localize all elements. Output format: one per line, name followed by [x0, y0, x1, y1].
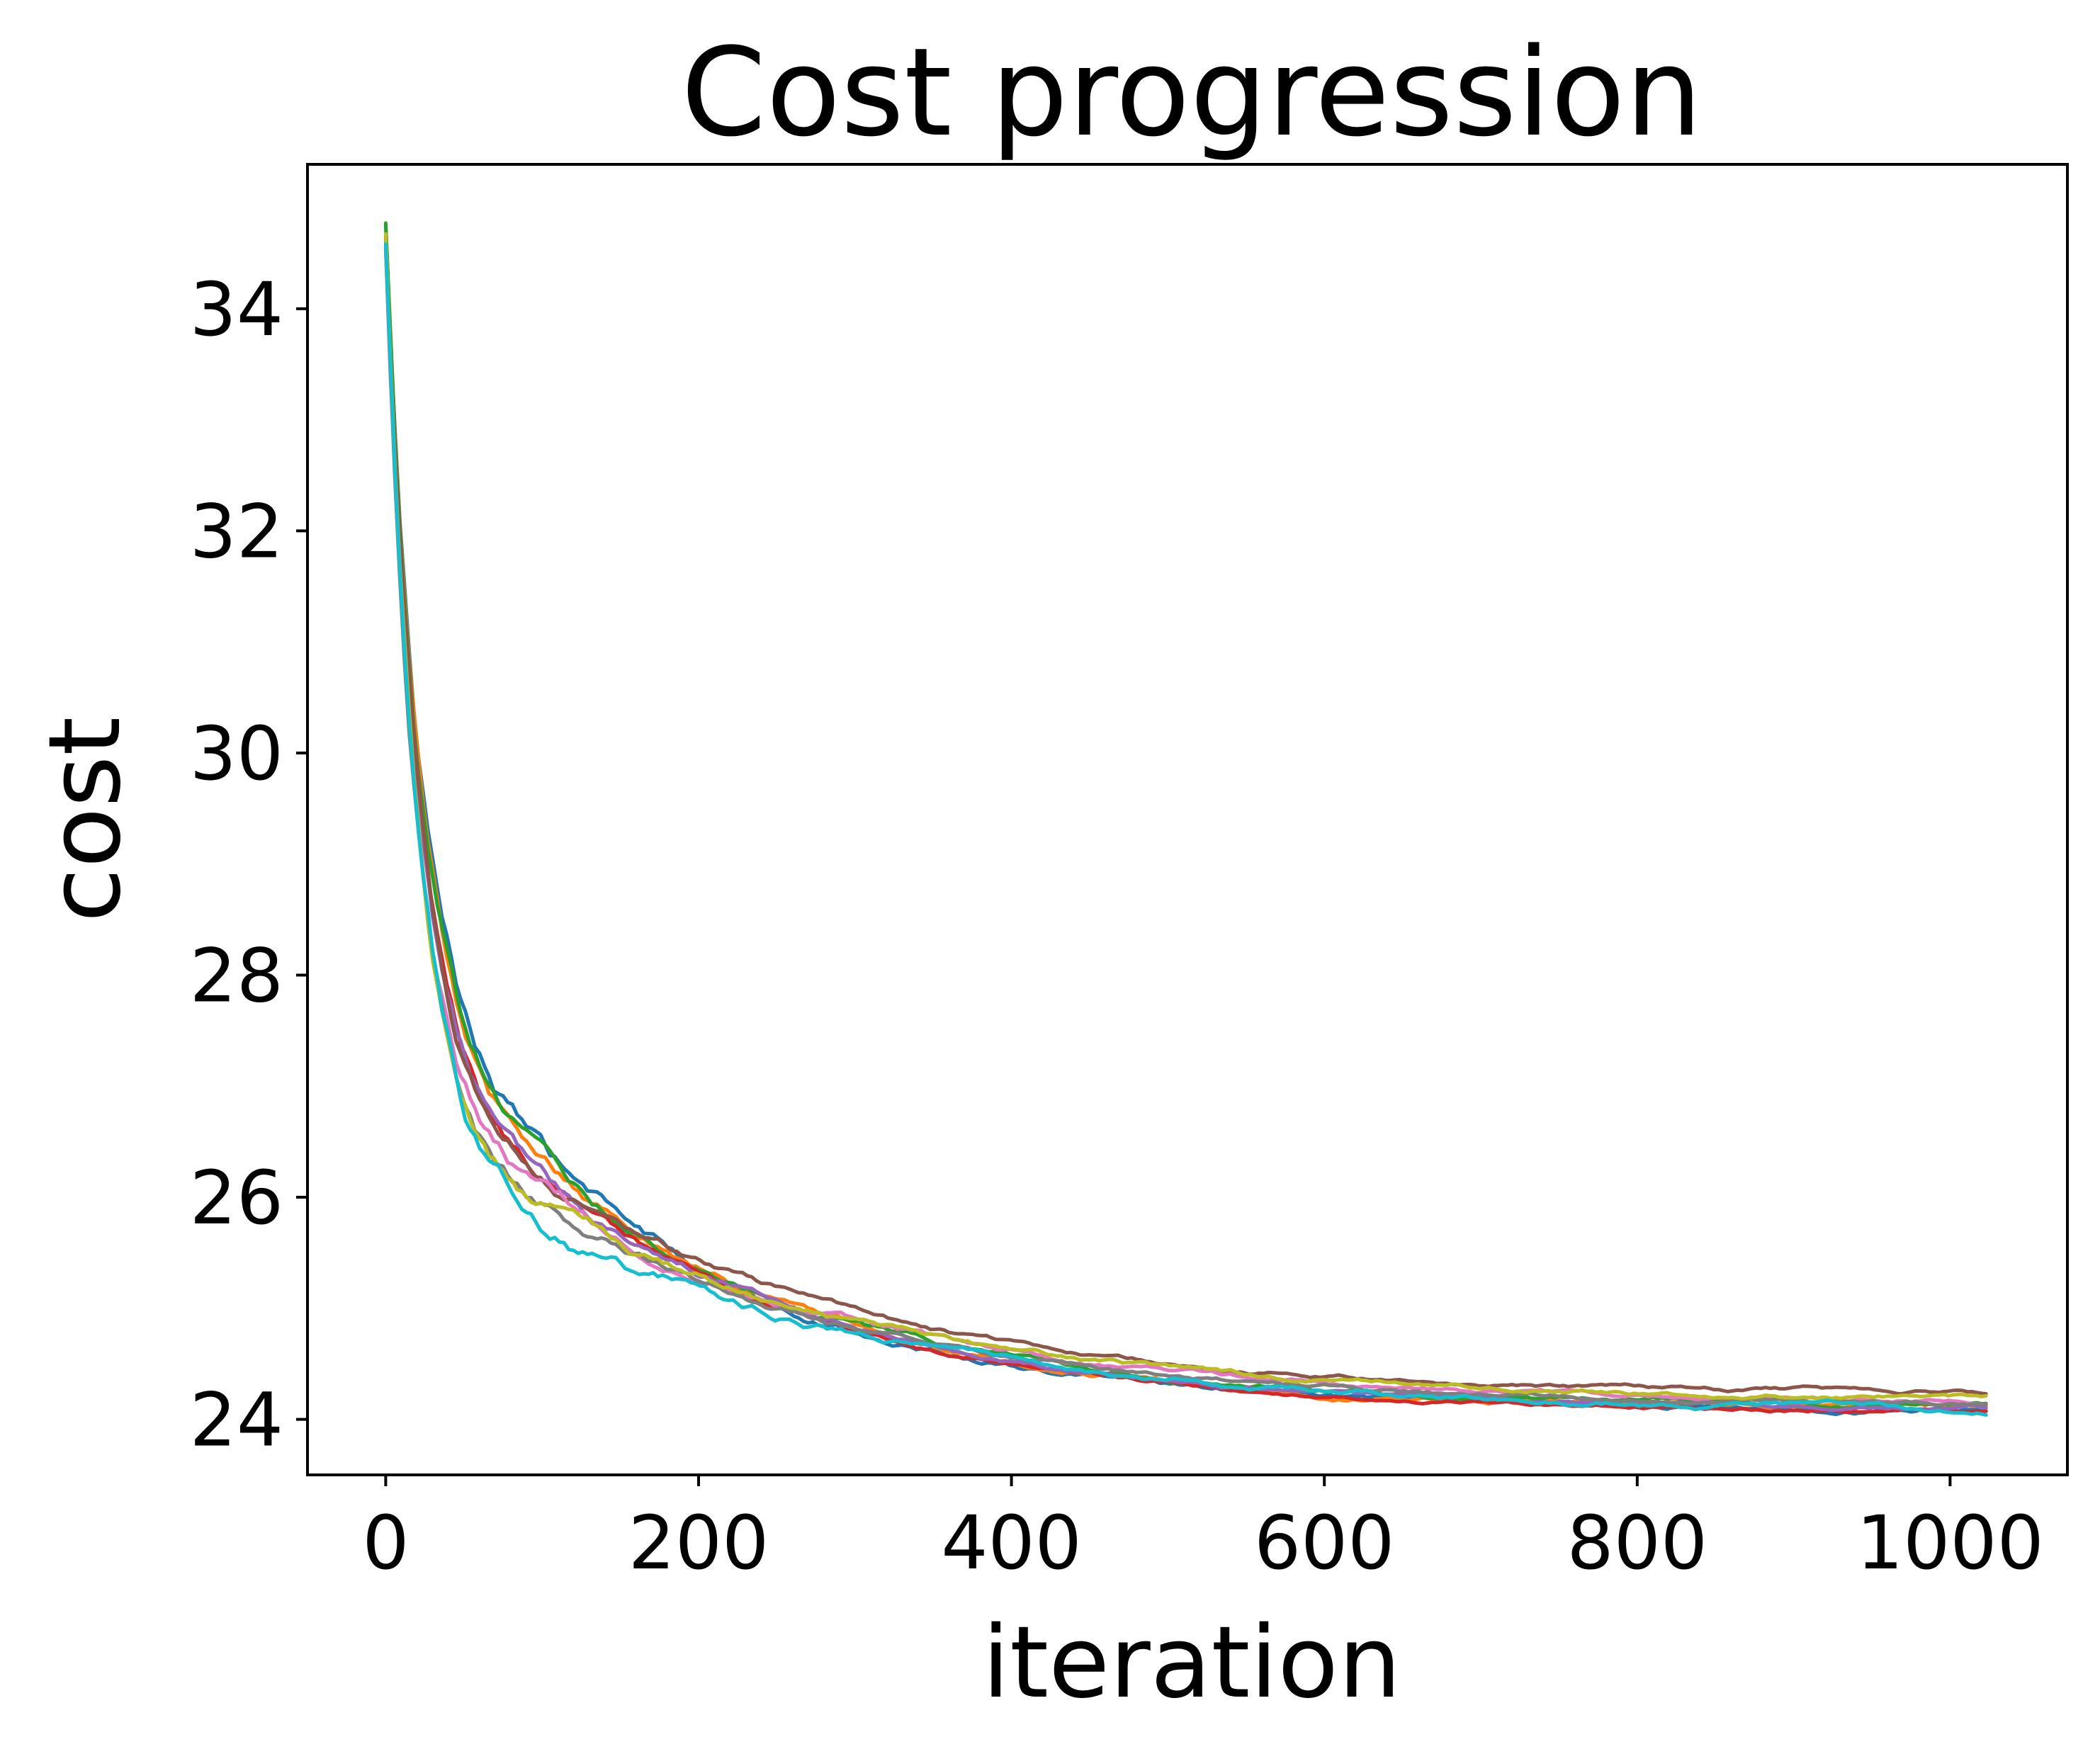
- x-axis: 0 200 400 600 800 1000: [362, 1475, 2044, 1586]
- series-layer: [383, 221, 1988, 1417]
- series-line-9: [383, 232, 1988, 1401]
- series-line-10: [383, 242, 1988, 1417]
- y-tick-label: 28: [190, 932, 283, 1019]
- y-tick-label: 32: [190, 488, 283, 575]
- y-tick-label: 30: [190, 711, 283, 797]
- series-line-4: [383, 244, 1988, 1415]
- x-tick-label: 800: [1567, 1500, 1708, 1586]
- x-axis-label: iteration: [982, 1605, 1401, 1721]
- x-tick-label: 0: [362, 1500, 409, 1586]
- y-tick-label: 34: [190, 266, 283, 353]
- chart-title: Cost progression: [681, 21, 1703, 164]
- y-axis: 24 26 28 30 32 34: [190, 266, 307, 1464]
- x-tick-label: 1000: [1856, 1500, 2044, 1586]
- y-tick-label: 24: [190, 1377, 283, 1464]
- x-tick-label: 400: [941, 1500, 1082, 1586]
- x-tick-label: 200: [628, 1500, 769, 1586]
- plot-frame: [306, 163, 2069, 1476]
- y-tick-label: 26: [190, 1155, 283, 1241]
- x-tick-label: 600: [1254, 1500, 1395, 1586]
- y-axis-label: cost: [28, 717, 143, 922]
- series-line-8: [383, 244, 1988, 1407]
